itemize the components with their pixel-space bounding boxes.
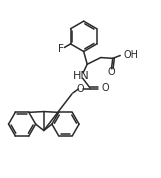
Text: HN: HN (73, 71, 90, 81)
Text: F: F (58, 44, 64, 54)
Text: OH: OH (124, 50, 139, 60)
Text: O: O (108, 67, 115, 77)
Text: O: O (101, 83, 109, 93)
Text: O: O (77, 83, 84, 93)
